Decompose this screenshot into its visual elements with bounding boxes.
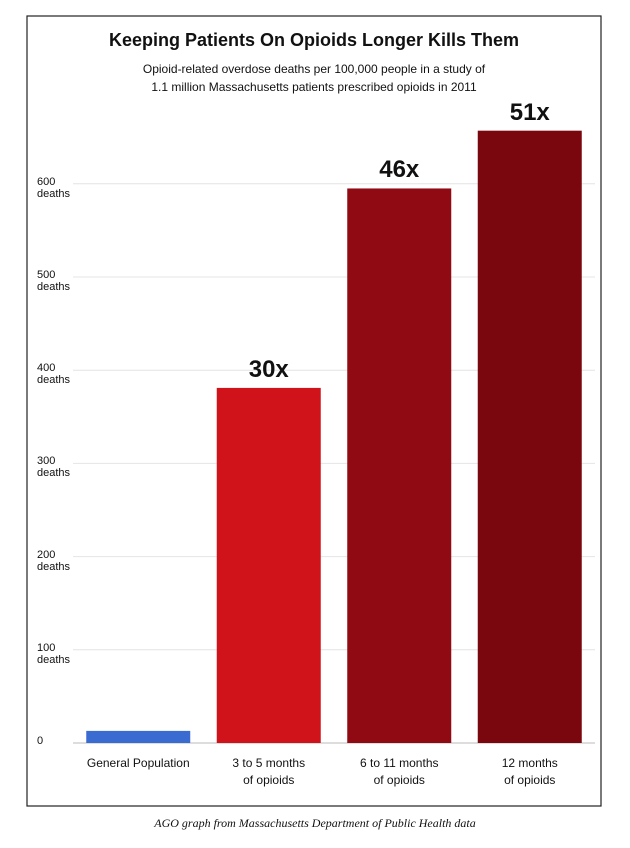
y-tick-label: 400 deaths — [37, 362, 71, 387]
y-tick-label: 300 deaths — [37, 455, 71, 480]
bar — [216, 387, 321, 743]
x-tick-label: 12 months of opioids — [501, 756, 558, 787]
y-tick-label: 100 deaths — [37, 641, 71, 666]
caption: AGO graph from Massachusetts Department … — [154, 816, 476, 830]
x-tick-label: 3 to 5 months of opioids — [232, 756, 306, 787]
chart-title: Keeping Patients On Opioids Longer Kills… — [108, 30, 520, 50]
x-tick-label: 6 to 11 months of opioids — [360, 756, 439, 787]
bar — [86, 730, 191, 743]
bar — [477, 130, 582, 743]
x-tick-label: General Population — [86, 756, 190, 770]
bar-annotation: 30x — [248, 355, 289, 383]
y-tick-label: 200 deaths — [37, 548, 71, 573]
chart-subtitle: Opioid-related overdose deaths per 100,0… — [142, 62, 486, 94]
bar-annotation: 51x — [509, 98, 550, 126]
y-tick-label: 500 deaths — [37, 269, 71, 293]
bar-annotation: 46x — [379, 156, 420, 184]
y-tick-label: 0 — [37, 735, 44, 747]
y-tick-label: 600 deaths — [37, 175, 71, 200]
chart-frame — [26, 15, 602, 807]
bar — [347, 188, 452, 743]
